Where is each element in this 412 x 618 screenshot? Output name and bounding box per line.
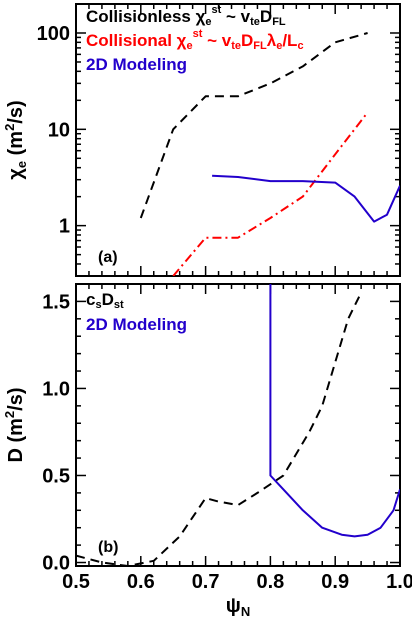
series-line-collisionless-e-st-vte-dfl xyxy=(139,32,368,219)
x-tick-label: 1.0 xyxy=(386,571,412,593)
plot-frame xyxy=(75,3,401,277)
y-tick-label: 1 xyxy=(59,216,70,238)
legend-collisional: Collisional χest ~ vteDFLλe/Lc xyxy=(86,28,304,52)
x-tick-label: 0.5 xyxy=(62,571,90,593)
legend-2d-modeling-b: 2D Modeling xyxy=(86,315,187,334)
series-line-csdst xyxy=(76,292,362,566)
x-axis-label: ψN xyxy=(226,595,250,618)
y-axis-label: D (m2/s) xyxy=(2,387,27,462)
y-axis-label: χe (m2/s) xyxy=(2,100,29,179)
panel-a-chart: 1 10 100 χe (m2/s) (a) Collisionless χest ~ v… xyxy=(2,3,401,277)
y-tick-label: 100 xyxy=(37,23,70,45)
x-tick-label: 0.9 xyxy=(321,571,349,593)
shared-x-axis: 0.5 0.6 0.7 0.8 0.9 1.0 ψN xyxy=(62,571,412,618)
y-tick-label: 1.5 xyxy=(42,291,70,313)
series-line-collisional-e-st-vte-dfl-e-lc xyxy=(172,111,369,276)
x-tick-label: 0.8 xyxy=(256,571,284,593)
legend-collisionless: Collisionless χest ~ vteDFL xyxy=(86,4,286,28)
y-tick-label: 0.0 xyxy=(42,553,70,575)
panel-b-chart: 0.0 0.5 1.0 1.5 D (m2/s) (b) csDst 2D Modeling xyxy=(2,283,401,575)
y-tick-label: 0.5 xyxy=(42,465,70,487)
legend-2d-modeling: 2D Modeling xyxy=(86,55,187,74)
series-line-2d-modeling xyxy=(212,174,400,223)
panel-label: (a) xyxy=(98,249,118,266)
x-tick-label: 0.7 xyxy=(192,571,220,593)
plot-frame xyxy=(75,283,401,567)
x-tick-label: 0.6 xyxy=(127,571,155,593)
y-tick-label: 1.0 xyxy=(42,378,70,400)
legend-csdst: csDst xyxy=(86,290,124,311)
panel-label: (b) xyxy=(98,539,118,556)
series-line-2d-modeling xyxy=(269,284,400,538)
y-tick-label: 10 xyxy=(48,119,70,141)
